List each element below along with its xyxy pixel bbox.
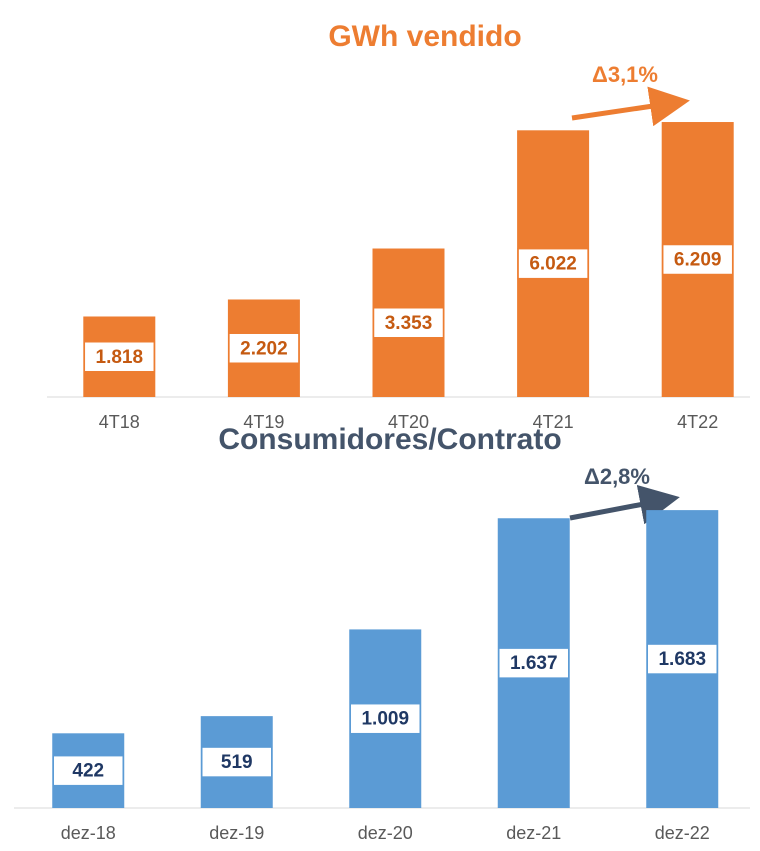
x-tick-label: 4T18 xyxy=(99,412,140,432)
label-box xyxy=(201,746,273,778)
x-tick-label: dez-19 xyxy=(209,823,264,843)
value-label: 1.683 xyxy=(658,649,706,670)
label-box xyxy=(52,754,124,787)
x-tick-label: dez-20 xyxy=(358,823,413,843)
annotation: Δ2,8% xyxy=(584,464,650,489)
trend-arrow xyxy=(569,484,680,525)
value-label: 519 xyxy=(221,752,253,773)
label-box xyxy=(498,647,570,679)
x-tick-label: 4T21 xyxy=(533,412,574,432)
value-label: 2.202 xyxy=(240,338,288,359)
value-label: 1.818 xyxy=(96,347,144,368)
value-label: 1.637 xyxy=(510,653,558,674)
x-tick-label: dez-18 xyxy=(61,823,116,843)
annotation: Δ3,1% xyxy=(592,62,658,87)
chart-title: GWh vendido xyxy=(328,20,521,53)
label-box xyxy=(661,243,734,276)
label-box xyxy=(646,643,718,675)
x-tick-label: 4T19 xyxy=(243,412,284,432)
value-label: 6.209 xyxy=(674,250,722,271)
chart-title: Consumidores/Contrato xyxy=(218,423,561,456)
value-label: 1.009 xyxy=(361,709,409,730)
value-label: 3.353 xyxy=(385,313,433,334)
label-box xyxy=(228,332,300,364)
x-tick-label: dez-22 xyxy=(655,823,710,843)
label-box xyxy=(83,340,156,373)
label-box xyxy=(372,307,445,339)
x-tick-label: 4T22 xyxy=(677,412,718,432)
x-tick-label: dez-21 xyxy=(506,823,561,843)
label-box xyxy=(517,247,589,280)
x-tick-label: 4T20 xyxy=(388,412,429,432)
label-box xyxy=(349,702,421,735)
value-label: 6.022 xyxy=(529,254,577,275)
trend-arrow xyxy=(571,86,690,127)
value-label: 422 xyxy=(72,761,104,782)
